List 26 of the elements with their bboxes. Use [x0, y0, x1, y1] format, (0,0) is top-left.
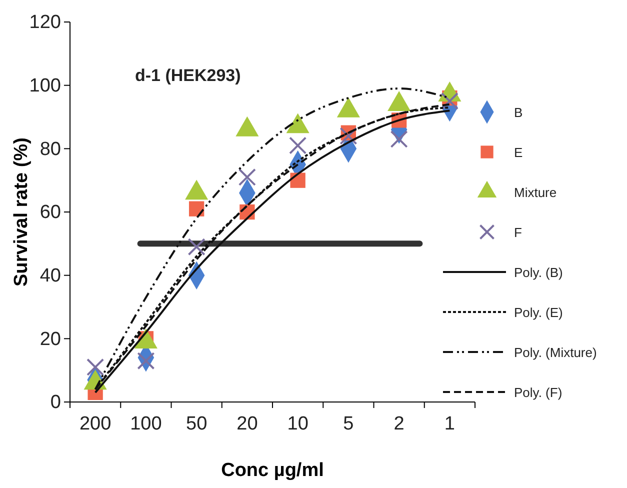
legend-label: Poly. (Mixture)	[514, 345, 597, 360]
x-tick-label: 20	[236, 413, 258, 434]
y-tick-label: 100	[29, 75, 61, 96]
y-tick-label: 0	[50, 392, 61, 414]
y-tick-label: 20	[40, 328, 61, 350]
text: d-1 (HEK293)	[135, 66, 241, 85]
y-tick-label: 120	[29, 12, 61, 34]
y-axis-title: Survival rate (%)	[11, 138, 32, 286]
legend-label: F	[514, 225, 522, 240]
x-tick-label: 2	[394, 413, 404, 434]
legend-label: E	[514, 145, 523, 160]
x-tick-label: 5	[343, 413, 354, 434]
x-tick-label: 200	[79, 413, 112, 434]
legend-label: B	[514, 105, 523, 120]
legend-label: Mixture	[514, 185, 557, 200]
x-tick-label: 1	[444, 413, 455, 434]
y-tick-label: 60	[40, 202, 61, 224]
legend-label: Poly. (E)	[514, 305, 563, 320]
legend-label: Poly. (F)	[514, 385, 562, 400]
x-tick-label: 50	[186, 413, 208, 434]
x-tick-label: 10	[287, 413, 308, 434]
y-tick-label: 80	[40, 138, 61, 160]
y-tick-label: 40	[40, 265, 61, 286]
x-axis-title: Conc µg/ml	[221, 460, 324, 481]
x-tick-label: 100	[130, 413, 162, 434]
legend-label: Poly. (B)	[514, 265, 563, 280]
